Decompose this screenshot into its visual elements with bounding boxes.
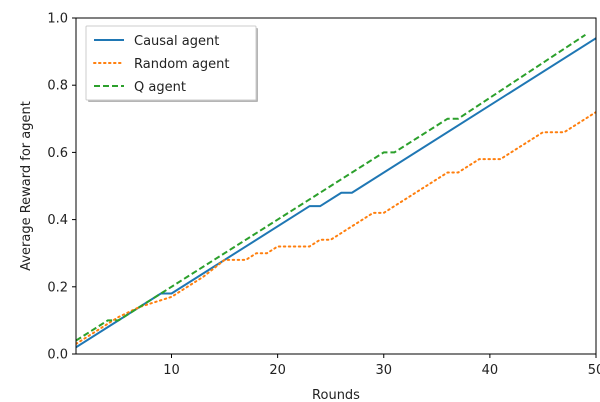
y-tick-label: 0.8 <box>47 79 68 94</box>
x-tick-label: 10 <box>163 363 180 378</box>
x-axis-label: Rounds <box>312 388 360 402</box>
x-tick-label: 40 <box>482 363 499 378</box>
axes-frame <box>75 17 597 355</box>
axes-layer: 10 20 30 40 50 0.0 0.2 0.4 0.6 0.8 1.0 <box>47 12 600 379</box>
x-tick-label: 20 <box>269 363 286 378</box>
legend-box <box>85 25 257 101</box>
y-tick-label: 0.0 <box>47 348 68 363</box>
x-tick-label: 50 <box>588 363 600 378</box>
legend-label-2: Q agent <box>134 80 186 95</box>
y-axis-label: Average Reward for agent <box>19 101 34 271</box>
y-tick-label: 0.4 <box>47 213 68 228</box>
legend-label-0: Causal agent <box>134 34 219 49</box>
legend: Causal agent Random agent Q agent <box>85 25 258 102</box>
series-line-1 <box>76 111 596 345</box>
y-tick-label: 1.0 <box>47 12 68 27</box>
y-tick-label: 0.2 <box>47 280 68 295</box>
series-line-2 <box>76 33 586 342</box>
series-layer <box>76 33 596 349</box>
x-tick-label: 30 <box>375 363 392 378</box>
y-tick-label: 0.6 <box>47 146 68 161</box>
legend-label-1: Random agent <box>134 57 230 72</box>
